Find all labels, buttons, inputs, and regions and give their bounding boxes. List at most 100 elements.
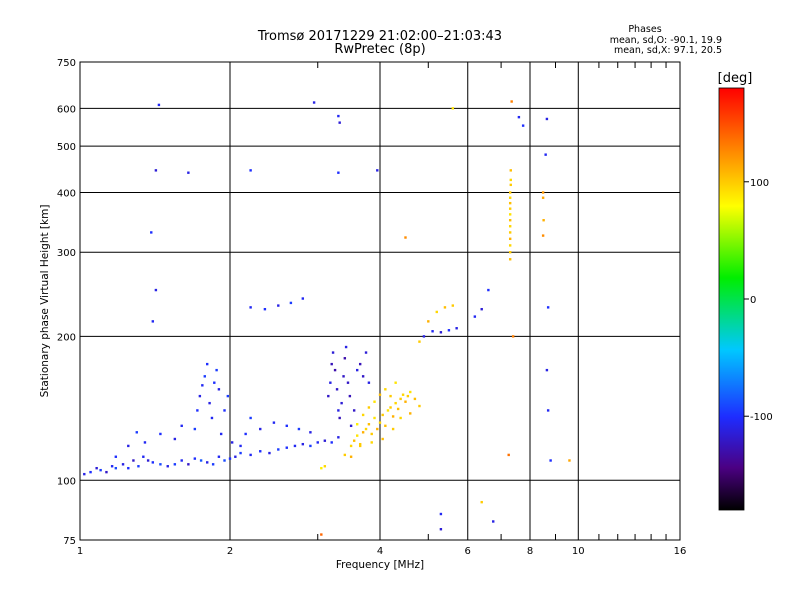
colorbar-ticks: -100 0 100 <box>744 178 773 423</box>
data-point <box>510 100 513 103</box>
data-point <box>542 219 545 222</box>
data-point <box>173 437 177 441</box>
data-point <box>217 388 221 391</box>
data-point <box>546 409 550 412</box>
data-point <box>455 327 458 330</box>
data-point <box>364 351 368 354</box>
data-point <box>508 244 512 247</box>
data-point <box>340 401 343 405</box>
data-point <box>289 301 293 305</box>
data-point <box>394 401 397 405</box>
data-point <box>386 409 390 412</box>
data-point <box>439 331 443 334</box>
data-point <box>320 466 323 470</box>
data-point <box>323 439 327 442</box>
data-point <box>193 457 197 460</box>
data-point <box>205 461 209 464</box>
data-point <box>285 424 288 428</box>
data-point <box>249 169 252 172</box>
data-point <box>230 441 234 444</box>
data-point <box>447 329 451 332</box>
data-point <box>226 394 230 398</box>
data-point <box>435 310 438 314</box>
chart-title: Tromsø 20171229 21:02:00–21:03:43 <box>257 29 502 44</box>
data-point <box>146 459 150 462</box>
data-point <box>480 500 483 504</box>
data-point <box>546 306 550 309</box>
data-point <box>431 330 434 333</box>
data-point <box>244 432 247 436</box>
data-point <box>378 421 382 424</box>
data-point <box>180 459 183 462</box>
data-point <box>480 307 483 311</box>
data-point <box>364 427 368 431</box>
data-point <box>549 459 552 462</box>
data-point <box>370 441 373 444</box>
x-tick-label: 2 <box>227 546 233 557</box>
data-point <box>509 178 512 182</box>
data-point <box>309 431 312 434</box>
data-point <box>272 421 276 424</box>
data-point <box>330 441 333 444</box>
y-tick-label: 400 <box>57 188 76 199</box>
y-tick-label: 500 <box>57 142 76 153</box>
x-tick-label: 1 <box>77 546 83 557</box>
data-point <box>521 124 525 127</box>
y-tick-label: 75 <box>63 536 76 547</box>
data-point <box>507 453 510 457</box>
data-point <box>508 231 512 234</box>
data-point <box>508 213 512 216</box>
grid <box>80 62 680 540</box>
data-point <box>367 381 371 384</box>
data-point <box>99 468 102 472</box>
data-point <box>239 444 242 448</box>
data-point <box>208 401 211 405</box>
data-point <box>95 466 98 470</box>
chart-subtitle: RwPretec (8p) <box>334 42 425 57</box>
data-point <box>381 437 384 441</box>
data-point <box>367 406 371 409</box>
data-point <box>259 450 262 453</box>
data-point <box>508 258 512 261</box>
y-tick-label: 100 <box>57 476 76 487</box>
data-point <box>409 390 412 394</box>
data-point <box>166 465 169 468</box>
data-point <box>355 368 359 372</box>
data-point <box>396 407 400 411</box>
data-point <box>301 297 305 300</box>
data-point <box>201 384 204 387</box>
data-point <box>376 169 379 172</box>
data-point <box>381 413 384 417</box>
data-point <box>352 409 356 412</box>
y-tick-label: 300 <box>57 248 76 259</box>
data-point <box>373 416 376 420</box>
data-point <box>349 424 353 428</box>
data-point <box>349 455 353 458</box>
x-tick-label: 6 <box>465 546 471 557</box>
y-tick-label: 600 <box>57 104 76 115</box>
data-point <box>316 441 319 444</box>
data-point <box>401 393 405 396</box>
data-point <box>389 406 392 409</box>
x-axis-label: Frequency [MHz] <box>336 559 424 571</box>
data-point <box>451 107 455 110</box>
data-points <box>83 100 571 536</box>
data-point <box>105 470 108 474</box>
data-point <box>394 381 397 384</box>
x-tick-label: 4 <box>377 546 383 557</box>
data-point <box>358 362 362 366</box>
data-point <box>228 457 232 460</box>
data-point <box>352 439 356 442</box>
data-point <box>187 171 190 174</box>
data-point <box>545 368 549 372</box>
data-point <box>320 533 323 536</box>
data-point <box>422 335 426 338</box>
data-point <box>110 465 114 468</box>
data-point <box>301 442 305 446</box>
y-axis-label: Stationary phase Virtual Height [km] <box>39 205 51 398</box>
data-point <box>297 427 301 431</box>
data-point <box>508 219 512 222</box>
data-point <box>323 465 327 468</box>
data-point <box>343 453 347 457</box>
